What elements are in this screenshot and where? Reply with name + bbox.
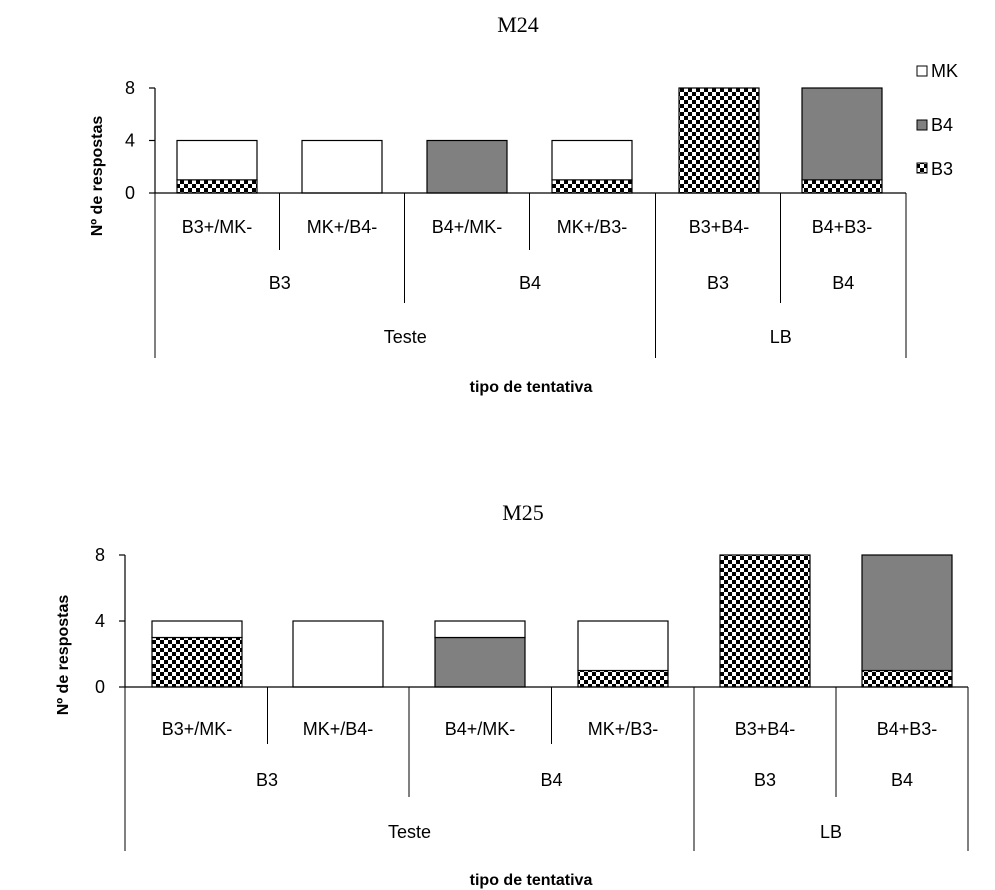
y-tick-label: 4 [95, 611, 105, 631]
bar-segment-mk [577, 620, 669, 672]
x-supergroup-label: Teste [388, 822, 431, 842]
y-tick-label: 4 [125, 131, 135, 151]
y-tick-label: 0 [95, 677, 105, 697]
legend-swatch-b3 [916, 162, 928, 174]
y-tick-label: 8 [125, 78, 135, 98]
x-group-label: B3 [707, 273, 729, 293]
x-group-label: B4 [540, 770, 562, 790]
x-category-label: B3+/MK- [162, 719, 233, 739]
x-category-label: B4+/MK- [445, 719, 516, 739]
y-axis-label: Nº de respostas [55, 595, 72, 716]
axes [154, 88, 906, 194]
x-group-label: B4 [519, 273, 541, 293]
x-category-label: B4+B3- [877, 719, 938, 739]
y-axis-label: Nº de respostas [89, 116, 106, 237]
x-category-label: B4+B3- [812, 217, 873, 237]
bar-segment-b3 [678, 87, 760, 194]
bar-segment-b3 [577, 669, 669, 688]
chart-m25: M25 Nº de respostas tipo de tentativa 0 4… [55, 500, 969, 889]
y-ticks: 0 4 8 [125, 78, 155, 203]
y-ticks: 0 4 8 [95, 545, 125, 697]
bar-layer [151, 554, 953, 688]
bar-layer [176, 87, 883, 194]
legend-label-b4: B4 [931, 115, 953, 135]
x-category-label: B3+B4- [689, 217, 750, 237]
bar-segment-b4 [434, 636, 526, 688]
bar-segment-mk [301, 139, 383, 194]
bar-segment-b4 [426, 139, 508, 194]
bar-segment-b3 [176, 179, 258, 194]
y-tick-label: 0 [125, 183, 135, 203]
bar-segment-b3 [801, 179, 883, 194]
legend-swatch-mk [916, 65, 928, 77]
x-group-label: B3 [754, 770, 776, 790]
bar-segment-b3 [151, 636, 243, 688]
x-category-labels: B3+/MK- MK+/B4- B4+/MK- MK+/B3- B3+B4- B4+B3-… [154, 193, 907, 358]
bar-segment-b4 [861, 554, 953, 672]
x-category-label: MK+/B3- [588, 719, 659, 739]
legend-label-mk: MK [931, 61, 958, 81]
axes [124, 555, 968, 688]
x-category-label: MK+/B3- [557, 217, 628, 237]
x-category-label: B4+/MK- [432, 217, 503, 237]
x-supergroup-label: LB [820, 822, 842, 842]
bar-segment-b4 [801, 87, 883, 181]
x-group-label: B4 [891, 770, 913, 790]
x-group-label: B3 [256, 770, 278, 790]
bar-segment-mk [151, 620, 243, 639]
bar-segment-b3 [861, 669, 953, 688]
x-category-label: B3+/MK- [182, 217, 253, 237]
chart-title: M25 [502, 500, 544, 525]
bar-segment-mk [176, 139, 258, 181]
x-supergroup-label: Teste [384, 327, 427, 347]
legend-swatch-b4 [916, 119, 928, 131]
x-axis-label: tipo de tentativa [470, 872, 593, 889]
legend: MK B4 B3 [916, 61, 958, 179]
bar-segment-mk [292, 620, 384, 688]
bar-segment-mk [551, 139, 633, 181]
x-group-label: B3 [269, 273, 291, 293]
y-tick-label: 8 [95, 545, 105, 565]
x-supergroup-label: LB [770, 327, 792, 347]
chart-m24: M24 Nº de respostas tipo de tentativa 0 4… [89, 12, 907, 396]
x-group-label: B4 [832, 273, 854, 293]
x-axis-label: tipo de tentativa [470, 379, 593, 396]
x-category-labels: B3+/MK- MK+/B4- B4+/MK- MK+/B3- B3+B4- B4+B3-… [124, 687, 969, 851]
chart-title: M24 [497, 12, 539, 37]
x-category-label: MK+/B4- [307, 217, 378, 237]
x-category-label: B3+B4- [735, 719, 796, 739]
x-category-label: MK+/B4- [303, 719, 374, 739]
bar-segment-b3 [719, 554, 811, 688]
legend-label-b3: B3 [931, 159, 953, 179]
bar-segment-b3 [551, 179, 633, 194]
bar-segment-mk [434, 620, 526, 639]
